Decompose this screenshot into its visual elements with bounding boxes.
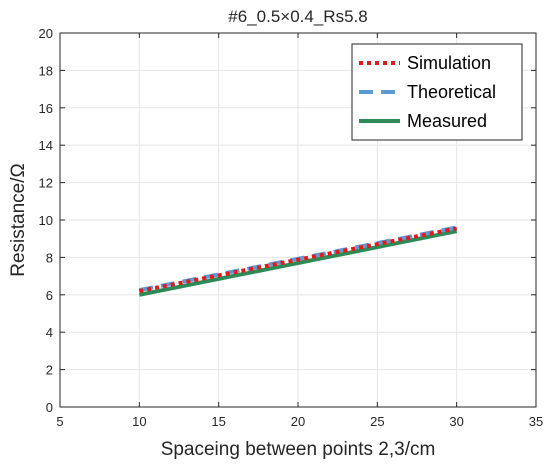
x-tick-label: 15 xyxy=(211,414,225,429)
y-tick-label: 2 xyxy=(46,363,53,378)
y-tick-label: 8 xyxy=(46,250,53,265)
legend: Simulation Theoretical Measured xyxy=(351,43,523,141)
x-tick-label: 35 xyxy=(529,414,543,429)
x-tick-label: 10 xyxy=(132,414,146,429)
y-tick-label: 6 xyxy=(46,288,53,303)
series-lines xyxy=(138,225,458,297)
chart-title: #6_0.5×0.4_Rs5.8 xyxy=(228,7,367,26)
y-tick-label: 4 xyxy=(46,325,53,340)
y-axis-label: Resistance/Ω xyxy=(8,163,29,276)
x-tick-label: 30 xyxy=(449,414,463,429)
y-tick-label: 0 xyxy=(46,400,53,415)
x-tick-label: 25 xyxy=(370,414,384,429)
legend-label-measured: Measured xyxy=(407,111,487,131)
x-tick-label: 20 xyxy=(291,414,305,429)
series-line-simulation xyxy=(138,226,458,294)
y-tick-label: 16 xyxy=(39,101,53,116)
x-tick-label: 5 xyxy=(56,414,63,429)
y-tick-label: 10 xyxy=(39,213,53,228)
x-axis-label: Spaceing between points 2,3/cm xyxy=(161,439,436,460)
y-tick-label: 14 xyxy=(39,138,53,153)
legend-box xyxy=(351,43,523,141)
axis-ticks: 5 10 15 20 25 30 35 0 2 4 6 8 10 12 14 16 18 20 xyxy=(39,26,544,429)
series-line-measured xyxy=(138,229,458,297)
y-tick-label: 12 xyxy=(39,176,53,191)
y-tick-label: 18 xyxy=(39,63,53,78)
legend-label-simulation: Simulation xyxy=(407,53,491,73)
y-tick-label: 20 xyxy=(39,26,53,41)
legend-label-theoretical: Theoretical xyxy=(407,82,496,102)
